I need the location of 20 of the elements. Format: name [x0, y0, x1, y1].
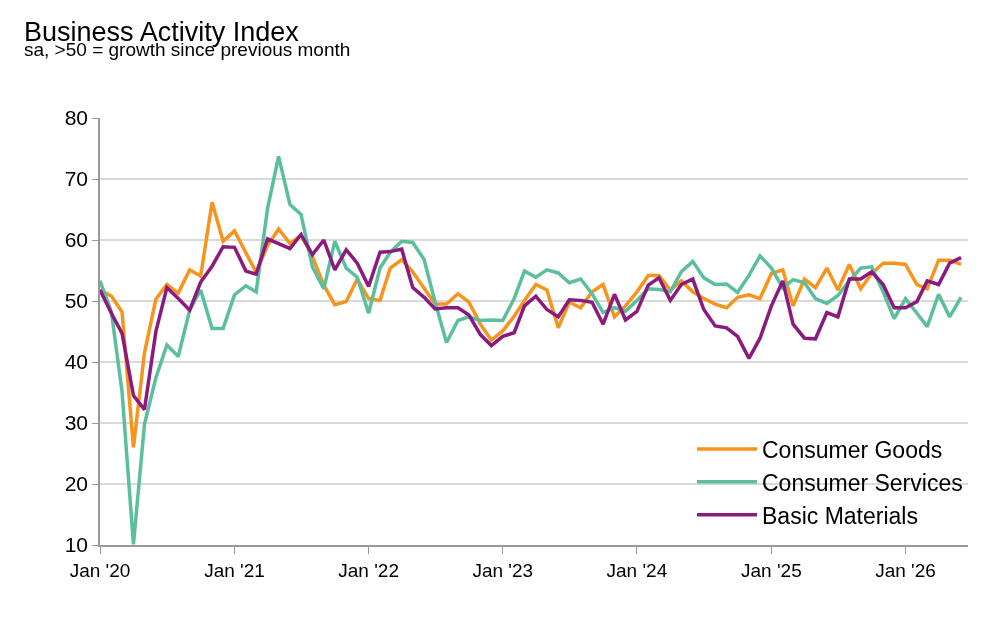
y-tick-label: 40	[64, 350, 89, 374]
legend-label: Consumer Goods	[762, 436, 943, 463]
x-tick-label: Jan '26	[875, 559, 936, 581]
y-tick-label: 60	[64, 228, 89, 252]
y-tick-label: 80	[64, 106, 89, 130]
y-tick-label: 20	[64, 472, 89, 496]
y-tick-label: 10	[64, 533, 89, 557]
line-series	[100, 232, 963, 412]
x-tick-label: Jan '20	[69, 559, 131, 581]
y-tick-label: 50	[64, 289, 89, 313]
legend-label: Basic Materials	[762, 502, 918, 529]
legend-label: Consumer Services	[762, 469, 963, 496]
x-tick-label: Jan '24	[606, 559, 668, 581]
x-tick-label: Jan '25	[741, 559, 802, 581]
y-tick-label: 70	[64, 167, 89, 191]
x-tick-label: Jan '22	[338, 559, 399, 581]
line-series	[100, 154, 963, 545]
x-tick-label: Jan '23	[472, 559, 534, 581]
y-tick-label: 30	[64, 411, 89, 435]
x-tick-label: Jan '21	[204, 559, 265, 581]
